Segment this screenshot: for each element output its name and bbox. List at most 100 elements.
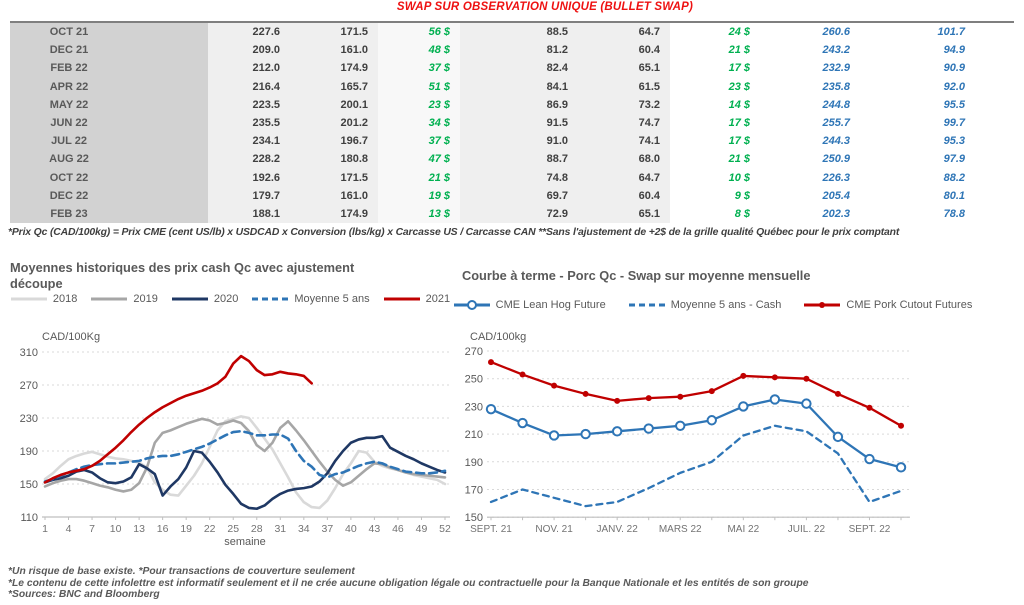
table-cell: 74.1	[578, 132, 670, 151]
table-cell: 60.4	[578, 186, 670, 205]
table-cell: 244.3	[760, 132, 860, 151]
table-cell: 101.7	[860, 23, 975, 42]
table-cell: 180.8	[290, 150, 378, 169]
table-row: DEC 21 209.0 161.0 48 $81.2 60.4 21 $243.2 94.…	[10, 41, 1014, 60]
table-row: FEB 23 188.1 174.9 13 $72.9 65.1 8 $202.3 78.8	[10, 204, 1014, 224]
table-cell: 21 $	[378, 168, 460, 187]
table-cell: 188.1	[208, 204, 290, 224]
svg-text:10: 10	[110, 523, 122, 535]
table-cell: 74.8	[460, 168, 578, 187]
historical-prices-chart: 110 150 190 230 270 310 1 4 7 10 13 16 19 22 25 28 31 34 3…	[20, 331, 451, 548]
legend-line-swatch	[453, 300, 490, 310]
svg-text:43: 43	[369, 523, 381, 535]
svg-text:7: 7	[89, 523, 95, 535]
historical-chart-legend: 2018 2019 2020 Moyenne 5 ans 2021	[10, 293, 450, 305]
table-cell: 171.5	[290, 23, 378, 42]
legend-line-swatch	[10, 297, 47, 301]
cell-filler	[975, 113, 1014, 133]
svg-text:270: 270	[20, 380, 38, 392]
cell-month: DEC 21	[10, 41, 208, 60]
svg-text:310: 310	[20, 347, 38, 359]
table-cell: 86.9	[460, 95, 578, 114]
table-cell: 216.4	[208, 77, 290, 96]
cell-filler	[975, 186, 1014, 205]
table-cell: 244.8	[760, 95, 860, 114]
table-cell: 202.3	[760, 204, 860, 224]
svg-text:52: 52	[439, 523, 451, 535]
svg-text:22: 22	[204, 523, 216, 535]
svg-text:230: 230	[20, 413, 38, 425]
table-cell: 17 $	[670, 132, 760, 151]
table-cell: 161.0	[290, 186, 378, 205]
svg-text:NOV. 21: NOV. 21	[535, 524, 573, 535]
cell-filler	[975, 204, 1014, 224]
svg-text:49: 49	[416, 523, 428, 535]
table-cell: 174.9	[290, 59, 378, 78]
cell-month: MAY 22	[10, 95, 208, 114]
table-cell: 17 $	[670, 113, 760, 133]
table-cell: 226.3	[760, 168, 860, 187]
table-cell: 88.7	[460, 150, 578, 169]
legend-label: 2020	[213, 293, 239, 305]
footnote-line: *Sources: BNC and Bloomberg	[8, 589, 160, 600]
table-cell: 56 $	[378, 23, 460, 42]
table-cell: 47 $	[378, 150, 460, 169]
svg-text:28: 28	[251, 523, 263, 535]
table-cell: 196.7	[290, 132, 378, 151]
table-cell: 37 $	[378, 132, 460, 151]
cell-filler	[975, 132, 1014, 151]
table-cell: 14 $	[670, 95, 760, 114]
cell-filler	[975, 41, 1014, 60]
svg-text:SEPT. 22: SEPT. 22	[849, 524, 891, 535]
table-cell: 235.8	[760, 77, 860, 96]
legend-item-cme-lean-hog-future: CME Lean Hog Future	[453, 299, 606, 311]
table-cell: 80.1	[860, 186, 975, 205]
table-row: APR 22 216.4 165.7 51 $84.1 61.5 23 $235.8 92.…	[10, 77, 1014, 96]
svg-text:SEPT. 21: SEPT. 21	[470, 524, 512, 535]
svg-text:13: 13	[133, 523, 145, 535]
table-cell: 69.7	[460, 186, 578, 205]
table-cell: 64.7	[578, 23, 670, 42]
table-cell: 255.7	[760, 113, 860, 133]
cell-filler	[975, 168, 1014, 187]
table-cell: 21 $	[670, 41, 760, 60]
cell-filler	[975, 23, 1014, 42]
svg-text:JUIL. 22: JUIL. 22	[788, 524, 826, 535]
table-row: JUL 22 234.1 196.7 37 $91.0 74.1 17 $244.3 95.…	[10, 132, 1014, 151]
legend-label: CME Pork Cutout Futures	[846, 299, 973, 311]
cell-month: JUN 22	[10, 113, 208, 133]
legend-item-2019: 2019	[90, 293, 158, 305]
cell-month: AUG 22	[10, 150, 208, 169]
table-cell: 8 $	[670, 204, 760, 224]
bottom-footnotes: *Un risque de base existe. *Pour transac…	[8, 566, 808, 601]
legend-label: CME Lean Hog Future	[495, 299, 606, 311]
legend-item-moyenne-5-ans-cash: Moyenne 5 ans - Cash	[628, 299, 781, 311]
table-cell: 232.9	[760, 59, 860, 78]
table-cell: 228.2	[208, 150, 290, 169]
table-cell: 21 $	[670, 150, 760, 169]
historical-chart-title: Moyennes historiques des prix cash Qc av…	[10, 260, 355, 291]
cell-filler	[975, 95, 1014, 114]
table-cell: 243.2	[760, 41, 860, 60]
svg-text:40: 40	[345, 523, 357, 535]
table-cell: 227.6	[208, 23, 290, 42]
legend-line-swatch	[91, 297, 128, 301]
svg-text:19: 19	[180, 523, 192, 535]
forward-curve-title: Courbe à terme - Porc Qc - Swap sur moye…	[462, 268, 811, 283]
legend-line-swatch	[252, 297, 289, 301]
svg-text:CAD/100Kg: CAD/100Kg	[42, 331, 100, 343]
table-cell: 34 $	[378, 113, 460, 133]
table-cell: 250.9	[760, 150, 860, 169]
table-row: AUG 22 228.2 180.8 47 $88.7 68.0 21 $250.9 97.…	[10, 150, 1014, 169]
svg-text:4: 4	[66, 523, 72, 535]
svg-text:16: 16	[157, 523, 169, 535]
cell-filler	[975, 77, 1014, 96]
table-cell: 64.7	[578, 168, 670, 187]
svg-text:MARS 22: MARS 22	[659, 524, 702, 535]
svg-text:semaine: semaine	[224, 536, 266, 548]
table-footnote: *Prix Qc (CAD/100kg) = Prix CME (cent US…	[8, 227, 900, 238]
legend-label: 2018	[52, 293, 78, 305]
table-cell: 92.0	[860, 77, 975, 96]
svg-text:34: 34	[298, 523, 310, 535]
svg-text:110: 110	[20, 512, 38, 524]
